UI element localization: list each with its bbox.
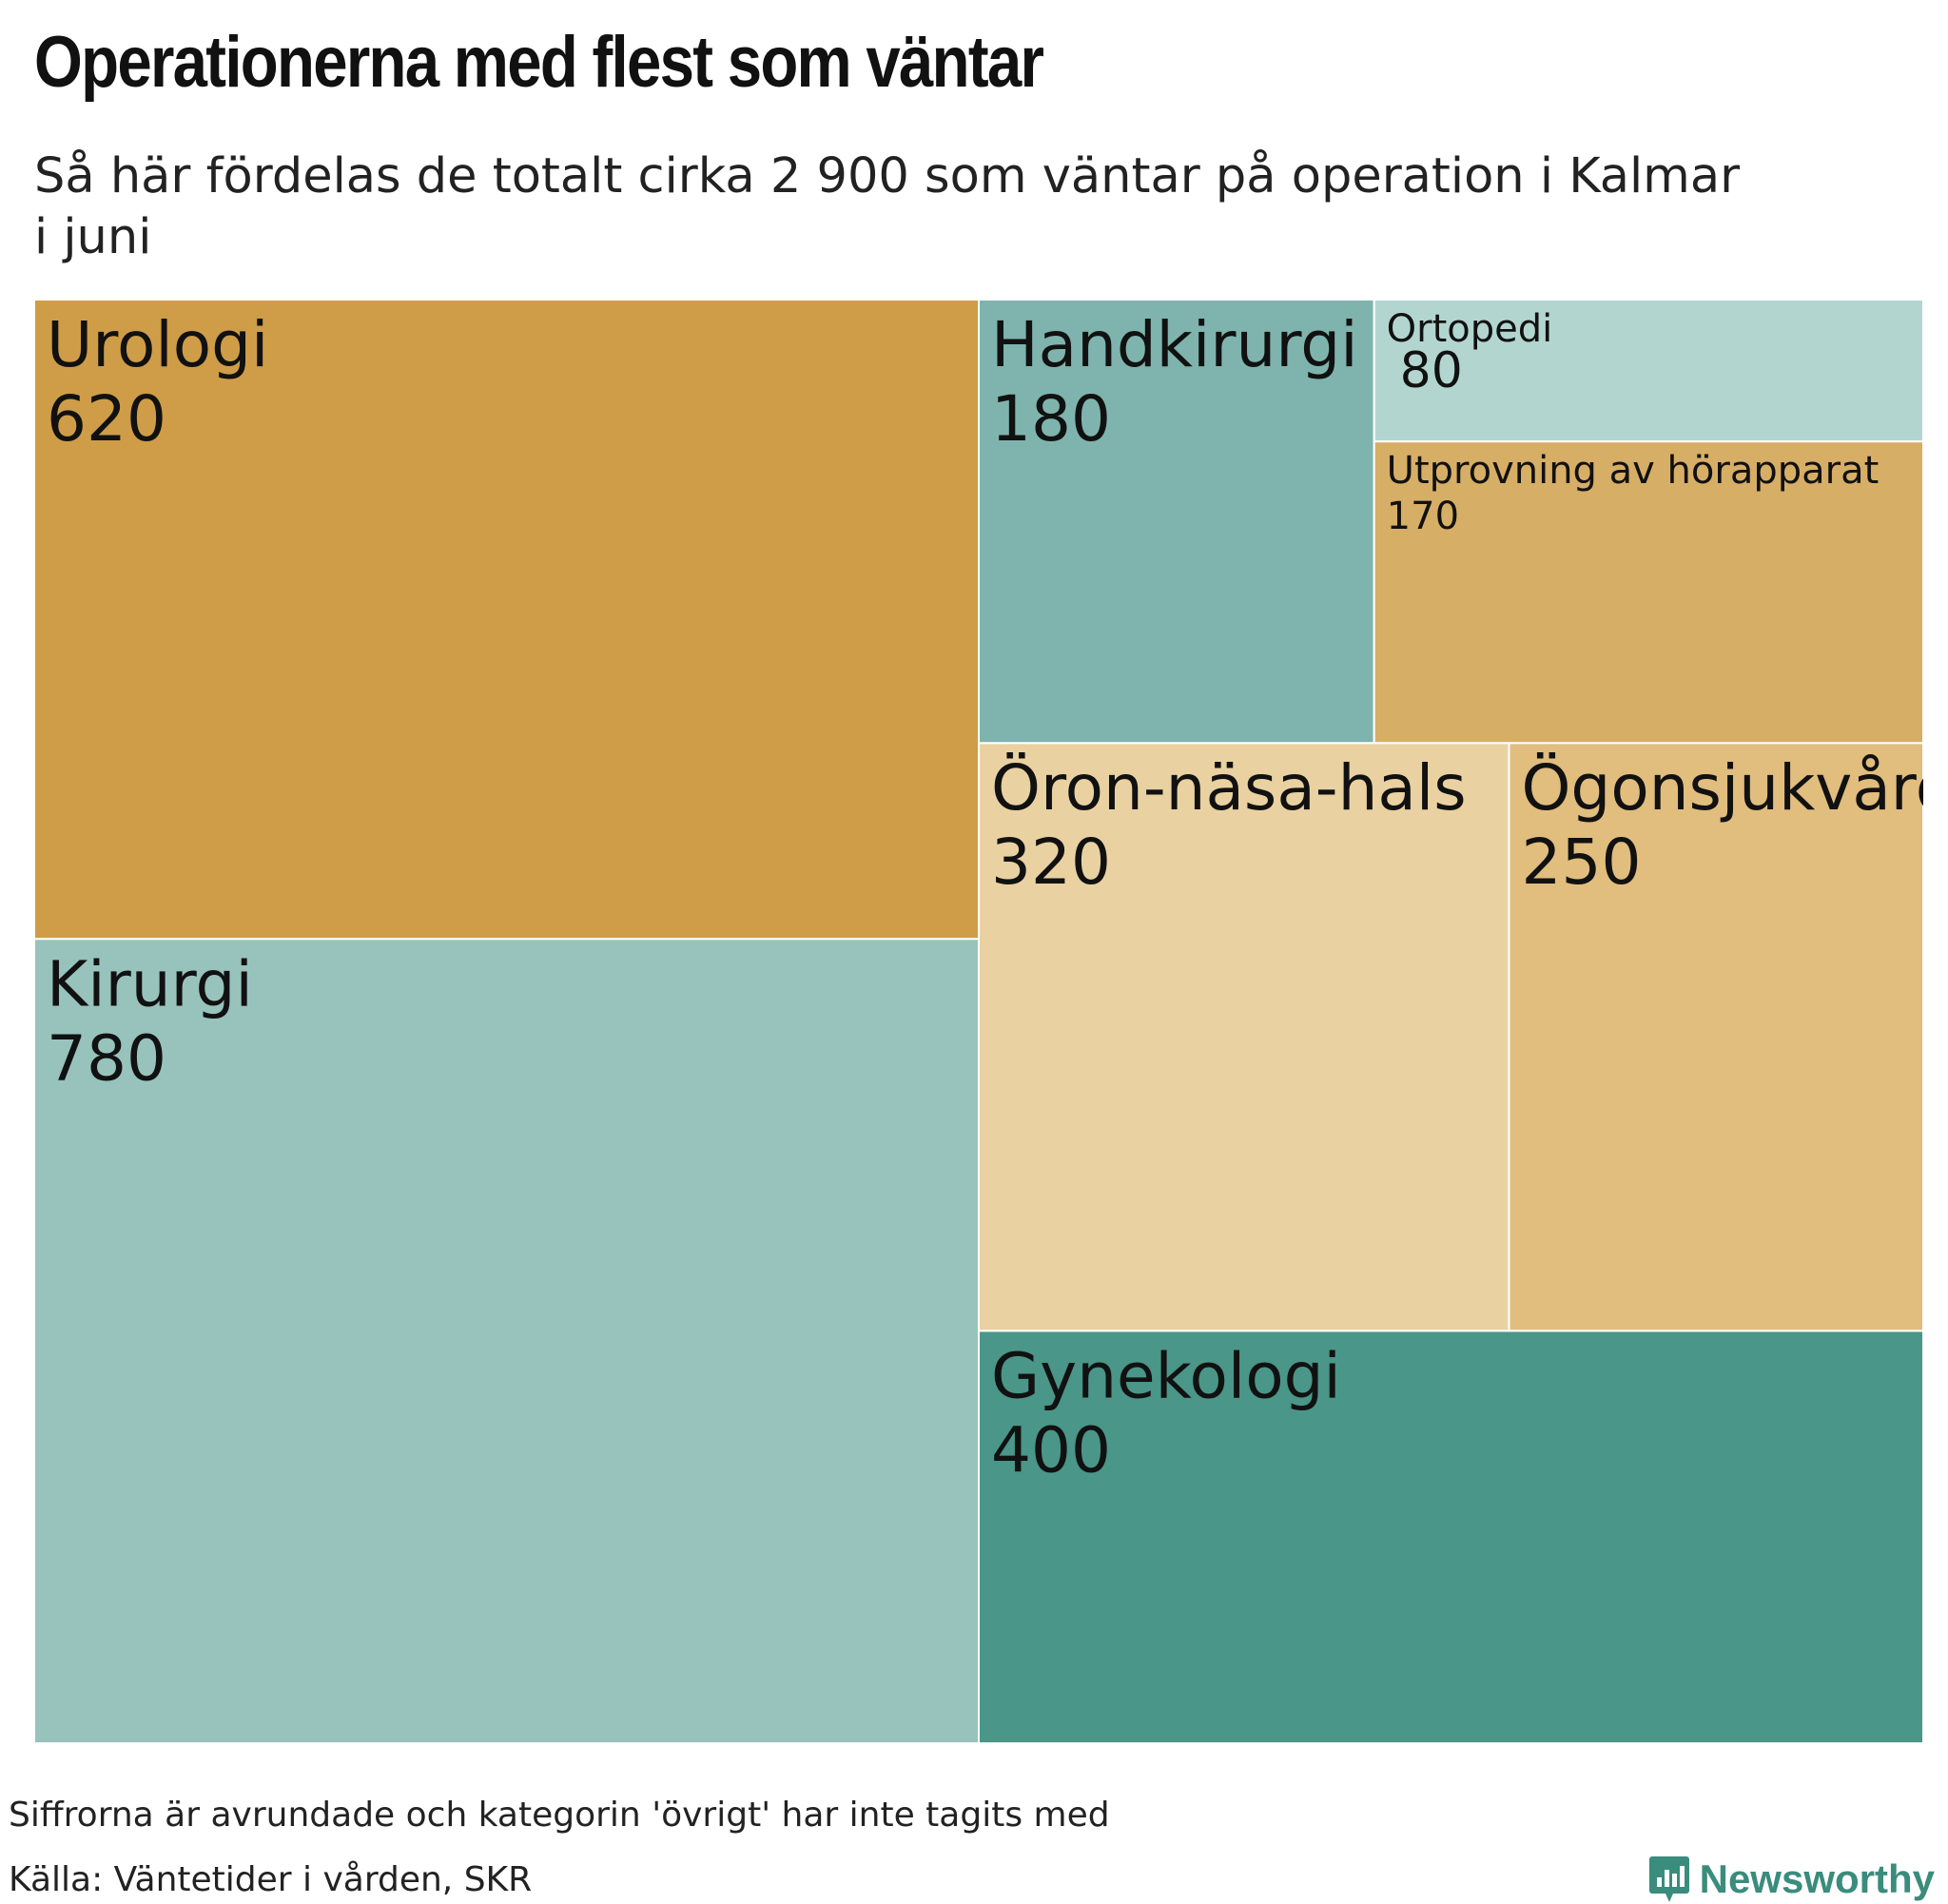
tile-label-handkirurgi: Handkirurgi — [991, 308, 1358, 381]
tile-value-kirurgi: 780 — [47, 1021, 166, 1095]
tile-label-oron-nasa-hals: Öron-näsa-hals — [991, 751, 1467, 825]
tile-label-urologi: Urologi — [47, 308, 268, 381]
brand: Newsworthy — [1648, 1855, 1935, 1904]
tile-urologi — [34, 300, 980, 941]
tile-value-utprovning-av-horapparat: 170 — [1387, 495, 1459, 538]
tile-value-oron-nasa-hals: 320 — [991, 826, 1111, 899]
tile-value-ortopedi: 80 — [1400, 342, 1463, 399]
chart-title: Operationerna med flest som väntar — [34, 22, 1044, 103]
tile-label-ogonsjukvard: Ögonsjukvård — [1521, 751, 1923, 825]
tile-label-kirurgi: Kirurgi — [47, 947, 253, 1020]
tile-handkirurgi — [978, 300, 1375, 745]
tile-oron-nasa-hals — [978, 742, 1510, 1332]
tile-value-handkirurgi: 180 — [991, 382, 1111, 456]
chart-subtitle: Så här fördelas de totalt cirka 2 900 so… — [34, 148, 1741, 265]
tile-value-urologi: 620 — [47, 382, 166, 456]
tile-value-gynekologi: 400 — [991, 1413, 1111, 1486]
tile-label-gynekologi: Gynekologi — [991, 1339, 1341, 1412]
tile-label-utprovning-av-horapparat: Utprovning av hörapparat — [1387, 449, 1880, 493]
newsworthy-logo-icon — [1648, 1856, 1689, 1902]
tile-ortopedi — [1373, 300, 1923, 443]
tile-utprovning-av-horapparat — [1373, 440, 1923, 745]
tile-ogonsjukvard — [1508, 742, 1923, 1332]
tile-kirurgi — [34, 938, 980, 1743]
tile-gynekologi — [978, 1330, 1923, 1743]
footnote: Siffrorna är avrundade och kategorin 'öv… — [9, 1796, 1110, 1835]
brand-name: Newsworthy — [1699, 1856, 1935, 1901]
tile-label-ortopedi: Ortopedi — [1387, 307, 1553, 351]
source-credit: Källa: Väntetider i vården, SKR — [9, 1860, 533, 1899]
tile-value-ogonsjukvard: 250 — [1521, 826, 1641, 899]
